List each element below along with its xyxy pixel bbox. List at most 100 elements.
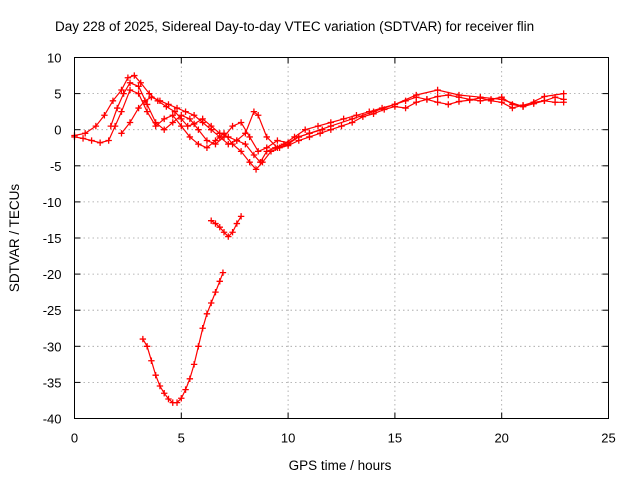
data-point — [203, 144, 211, 151]
y-tick-label: -35 — [43, 375, 62, 390]
data-point — [466, 96, 473, 104]
data-point — [274, 144, 281, 151]
series-track-d — [107, 79, 326, 155]
series-line-track-a — [74, 74, 564, 164]
data-point — [118, 86, 125, 94]
series-dip-arc — [139, 269, 227, 406]
data-point — [152, 119, 159, 126]
data-point — [173, 104, 181, 112]
x-tick-label: 15 — [388, 431, 402, 446]
data-point — [509, 104, 516, 112]
y-tick-label: -10 — [43, 195, 62, 210]
data-point — [126, 86, 134, 94]
data-point — [225, 140, 232, 148]
data-point — [199, 325, 206, 332]
data-point — [186, 115, 194, 123]
data-point — [254, 112, 262, 119]
data-point — [184, 122, 191, 130]
data-point — [541, 93, 548, 100]
data-point — [402, 104, 409, 112]
data-point — [284, 139, 292, 146]
data-point — [254, 148, 262, 155]
data-point — [301, 126, 309, 133]
data-point — [165, 101, 172, 108]
data-point — [148, 94, 155, 101]
data-point — [370, 108, 377, 115]
x-tick-label: 25 — [601, 431, 615, 446]
data-point — [171, 108, 179, 115]
data-point — [208, 299, 215, 307]
data-point — [199, 119, 206, 126]
x-axis-label: GPS time / hours — [289, 458, 392, 473]
data-point — [348, 115, 356, 123]
data-point — [212, 140, 219, 148]
data-point — [126, 119, 134, 126]
data-point — [182, 386, 189, 393]
data-point — [139, 335, 147, 343]
data-point — [274, 137, 281, 144]
data-point — [143, 108, 151, 115]
data-point — [169, 119, 176, 126]
data-point — [212, 220, 219, 227]
data-point — [152, 371, 159, 379]
data-point — [208, 126, 215, 133]
data-point — [105, 137, 112, 144]
data-point — [195, 126, 202, 133]
data-point — [391, 101, 399, 108]
data-point — [178, 122, 185, 130]
data-point — [190, 112, 198, 119]
y-tick-label: -30 — [43, 339, 62, 354]
plot-area — [71, 72, 567, 406]
data-point — [190, 361, 198, 368]
series-line-dip-arc — [142, 272, 224, 404]
data-point — [340, 115, 347, 123]
data-point — [423, 96, 431, 103]
data-point — [250, 151, 258, 159]
data-point — [219, 269, 227, 276]
data-point — [316, 130, 324, 137]
data-point — [413, 91, 420, 99]
data-point — [135, 83, 142, 90]
data-point — [88, 137, 95, 144]
data-point — [455, 91, 463, 99]
data-point — [551, 99, 559, 106]
data-point — [445, 101, 452, 108]
data-point — [195, 343, 202, 350]
y-tick-label: -25 — [43, 303, 62, 318]
series-small-arc — [208, 213, 245, 240]
data-point — [434, 93, 441, 100]
y-tick-label: -20 — [43, 267, 62, 282]
data-point — [267, 148, 275, 155]
data-point — [173, 399, 181, 406]
data-point — [79, 135, 87, 142]
data-point — [156, 382, 164, 390]
data-point — [295, 133, 302, 141]
data-point — [519, 103, 527, 110]
data-point — [92, 122, 100, 130]
data-point — [178, 112, 185, 119]
data-point — [319, 126, 326, 133]
data-point — [229, 122, 236, 130]
data-point — [143, 101, 151, 108]
data-point — [135, 90, 142, 97]
data-point — [114, 104, 121, 112]
data-point — [560, 99, 567, 106]
data-point — [220, 229, 228, 236]
data-point — [107, 122, 115, 130]
data-point — [161, 115, 168, 123]
data-point — [146, 90, 153, 97]
data-point — [338, 122, 345, 130]
data-point — [124, 74, 132, 81]
x-tick-label: 10 — [281, 431, 295, 446]
data-point — [225, 233, 232, 240]
axis-ticks: 0 5 10 15 20 25 -40 -35 -30 -25 -20 -15 -10 -5 0 5 10 — [43, 51, 616, 446]
data-point — [237, 119, 245, 126]
data-point — [208, 217, 215, 224]
data-point — [477, 94, 484, 101]
grid — [74, 57, 609, 419]
data-point — [101, 112, 108, 119]
data-point — [233, 137, 241, 144]
data-point — [263, 133, 270, 141]
data-point — [118, 130, 125, 137]
